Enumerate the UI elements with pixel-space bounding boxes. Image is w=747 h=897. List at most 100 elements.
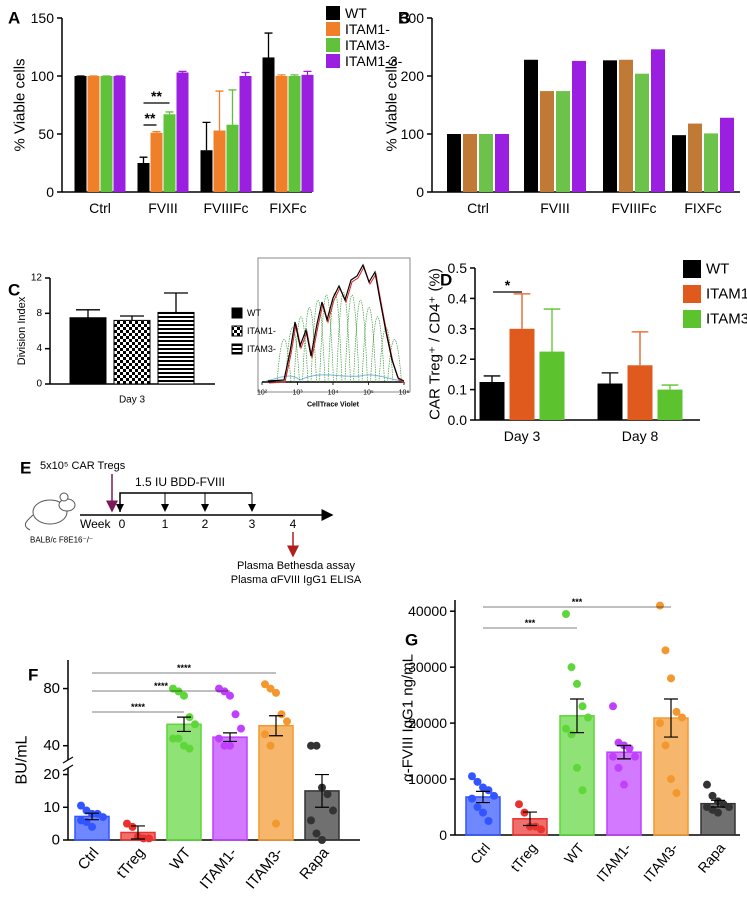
error-bar [269, 715, 283, 737]
y-tick-label: 10 [43, 799, 60, 816]
error-bar [277, 74, 286, 76]
significance-label: **** [177, 663, 192, 673]
data-point [272, 819, 280, 828]
data-point [661, 646, 670, 655]
bar [157, 311, 195, 385]
bar [606, 751, 642, 836]
error-bar [178, 70, 187, 73]
y-tick-label: 0.4 [448, 290, 468, 306]
legend-label: ITAM1- [345, 21, 390, 37]
data-point [573, 679, 581, 688]
y-tick-label: 0 [52, 832, 60, 849]
panel-label: B [398, 9, 410, 28]
data-point [266, 741, 275, 750]
x-tick-label: Ctrl [467, 840, 493, 867]
bar [509, 328, 535, 420]
bar [113, 319, 151, 385]
data-point [277, 710, 286, 719]
x-tick-label: Day 8 [622, 428, 659, 444]
error-bar [152, 131, 161, 133]
x-tick-label: ITAM3- [640, 840, 681, 885]
week-label: 4 [290, 517, 297, 531]
bar [657, 389, 683, 420]
bar [200, 150, 213, 192]
generation-peak [302, 307, 317, 383]
legend-label: WT [345, 5, 367, 21]
y-tick-label: 4 [36, 343, 42, 354]
data-point [562, 724, 570, 733]
data-point [631, 752, 639, 761]
significance-label: **** [131, 702, 146, 712]
bar [619, 59, 633, 193]
timeline-diagram: E 5x10⁵ CAR Tregs 1.5 IU BDD-FVIII Week … [20, 459, 362, 587]
legend-label: ITAM3- [247, 344, 276, 354]
data-point [714, 808, 722, 817]
data-point [226, 691, 234, 700]
data-point [180, 691, 188, 700]
generation-peak [293, 316, 309, 383]
y-tick-label: 30000 [408, 659, 447, 675]
y-tick-label: 100 [401, 126, 425, 142]
y-axis-label: % Viable cells [12, 58, 29, 151]
axis-break-mark [62, 756, 74, 772]
legend-label: WT [706, 261, 729, 278]
legend-label: ITAM3- [345, 37, 390, 53]
data-point [484, 786, 493, 795]
error-bar [601, 372, 619, 384]
generation-peak [336, 291, 351, 383]
bar [524, 59, 538, 193]
x-tick-label: Ctrl [467, 200, 489, 216]
data-point [614, 763, 623, 772]
error-bar [215, 90, 224, 131]
bar [150, 132, 163, 192]
bar [212, 736, 248, 841]
x-tick-label: FVIIIFc [203, 200, 248, 216]
x-tick-label: FVIIIFc [611, 200, 656, 216]
data-point [169, 734, 177, 743]
data-point [578, 702, 587, 711]
x-tick-label: tTreg [113, 845, 148, 882]
error-bar [513, 293, 531, 329]
data-point [329, 806, 337, 815]
data-point [191, 720, 199, 729]
data-point [537, 825, 545, 834]
y-axis-label: BU/mL [14, 735, 31, 784]
legend-swatch [683, 310, 701, 328]
y-axis-label: CAR Treg⁺ / CD4⁺ (%) [427, 268, 444, 420]
inset-frame [257, 257, 411, 393]
panel-label: D [440, 271, 452, 290]
injection-label: 5x10⁵ CAR Tregs [40, 460, 126, 472]
error-bar [290, 74, 299, 76]
week-label: 1 [162, 517, 169, 531]
bar [627, 365, 653, 420]
error-bar [664, 698, 678, 738]
data-point [656, 601, 664, 610]
error-bar [661, 384, 679, 390]
data-point [88, 822, 96, 831]
error-bar [570, 698, 584, 734]
bar [447, 134, 461, 192]
error-bar [202, 121, 211, 151]
generation-peak [285, 327, 300, 383]
x-tick-label: WT [166, 845, 194, 874]
data-point [609, 702, 617, 711]
data-point [468, 794, 476, 803]
data-point [515, 800, 523, 809]
data-point [667, 674, 675, 683]
data-point [272, 688, 280, 697]
legend-label: ITAM3- [706, 311, 747, 328]
error-bar [223, 732, 237, 743]
data-point [672, 789, 681, 798]
significance-label: * [505, 277, 511, 293]
y-tick-label: 150 [31, 10, 55, 26]
bar [495, 134, 509, 192]
bar [556, 91, 570, 192]
data-point [231, 710, 240, 719]
data-point [562, 609, 570, 618]
data-point [312, 829, 321, 838]
significance-label: ** [145, 110, 156, 126]
timeline-label: Week [80, 517, 111, 531]
data-point [567, 663, 576, 672]
x-tick-label: tTreg [507, 840, 540, 875]
